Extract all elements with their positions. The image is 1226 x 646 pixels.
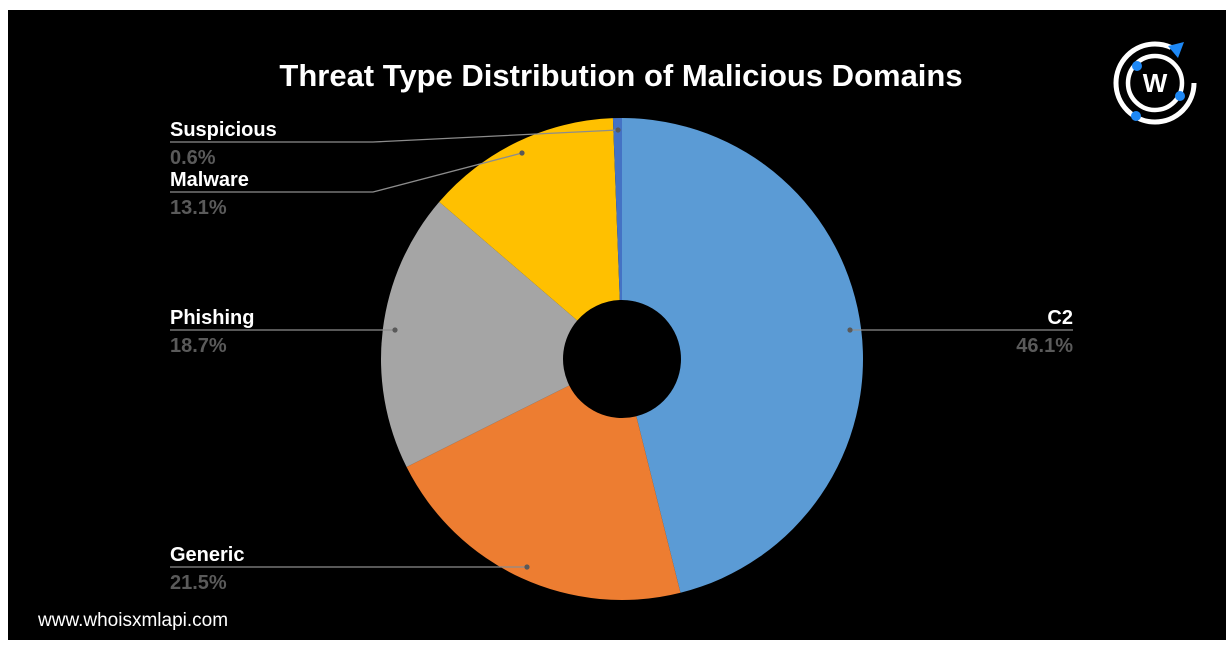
data-value-malware: 13.1% [170,197,227,219]
slice-malware [439,118,620,321]
leader-dot-generic [524,564,530,570]
whoisxmlapi-logo-icon[interactable]: W [1110,38,1200,133]
chart-title: Threat Type Distribution of Malicious Do… [279,58,963,93]
data-value-phishing: 18.7% [170,335,227,357]
data-label-malware: Malware [170,169,249,191]
data-label-c2: C2 [1047,307,1073,329]
svg-text:W: W [1143,68,1168,98]
data-value-suspicious: 0.6% [170,147,216,169]
leader-dot-c2 [847,327,853,333]
data-value-c2: 46.1% [1016,335,1073,357]
data-value-generic: 21.5% [170,572,227,594]
leader-dot-malware [519,150,525,156]
leader-dot-suspicious [615,127,621,133]
leader-dot-phishing [392,327,398,333]
data-label-generic: Generic [170,544,244,566]
footer-url[interactable]: www.whoisxmlapi.com [38,610,229,631]
data-label-suspicious: Suspicious [170,119,277,141]
leader-line-suspicious [170,129,619,143]
slice-suspicious [612,118,622,301]
slice-c2 [622,118,864,593]
leader-line-malware [170,152,523,193]
data-label-phishing: Phishing [170,307,254,329]
slice-phishing [381,201,578,468]
slice-generic [406,385,681,600]
